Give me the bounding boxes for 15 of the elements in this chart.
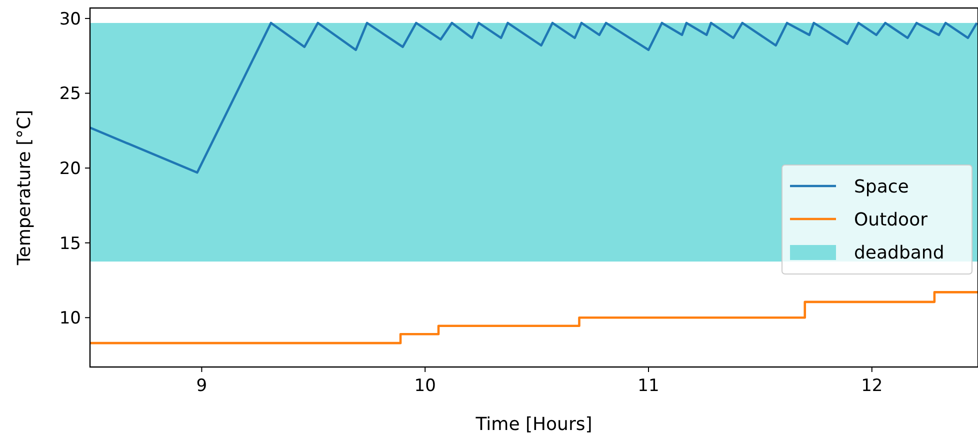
x-axis-title: Time [Hours] <box>474 414 592 435</box>
y-tick-label: 25 <box>59 84 81 104</box>
legend-label: Space <box>854 176 909 198</box>
y-tick-label: 20 <box>59 159 81 180</box>
y-tick-label: 15 <box>59 234 81 254</box>
legend-label: Outdoor <box>854 209 928 230</box>
y-tick-label: 30 <box>59 9 81 30</box>
x-tick-label: 11 <box>638 376 660 396</box>
x-tick-label: 9 <box>196 376 208 396</box>
y-axis-title: Temperature [°C] <box>14 110 35 266</box>
x-tick-label: 10 <box>414 376 436 396</box>
x-tick-label: 12 <box>861 376 883 396</box>
line-series <box>90 22 978 174</box>
y-tick-label: 10 <box>59 308 81 329</box>
band-label: deadband <box>854 242 944 264</box>
